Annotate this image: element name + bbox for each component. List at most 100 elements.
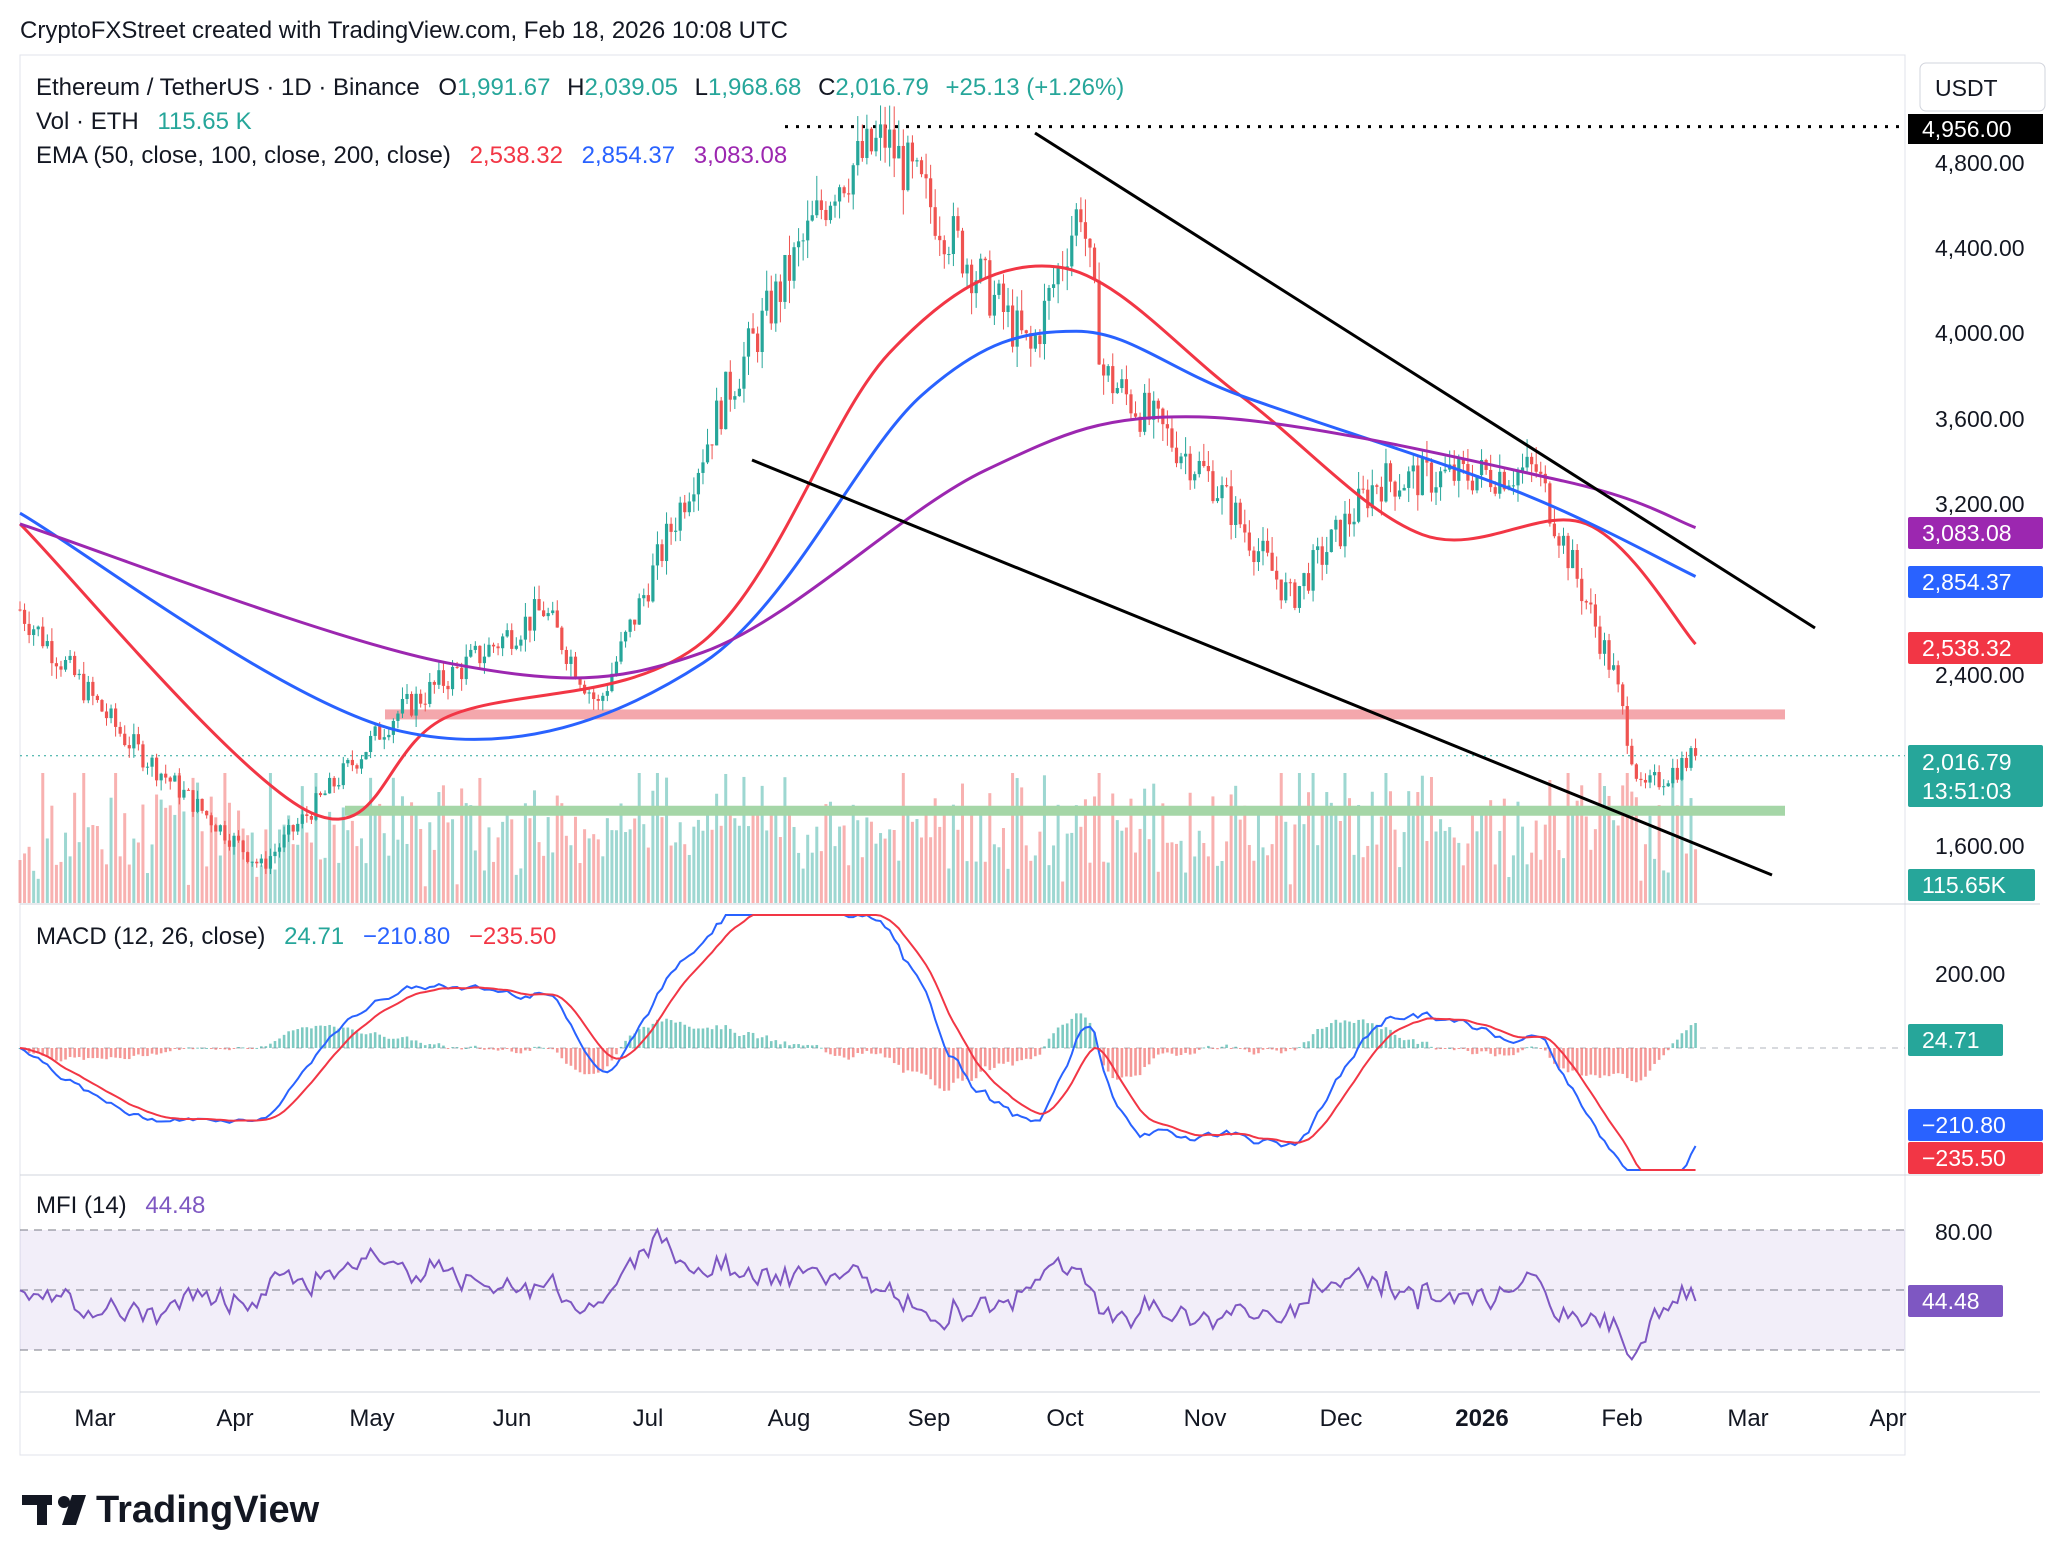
change-value: +25.13 (+1.26%) — [946, 74, 1125, 101]
volume-bar — [687, 854, 691, 903]
candle-body — [355, 765, 359, 769]
candle-body — [1648, 775, 1652, 783]
volume-bar — [1256, 812, 1260, 903]
volume-bar — [983, 861, 987, 903]
macd-histogram-bar — [1639, 1048, 1643, 1081]
volume-bar — [669, 845, 673, 903]
volume-bar — [127, 864, 131, 903]
volume-bar — [965, 861, 969, 903]
tradingview-logo[interactable]: TradingView — [22, 1489, 320, 1531]
macd-histogram-bar — [756, 1038, 759, 1048]
volume-bar — [1052, 845, 1056, 903]
volume-bar — [915, 819, 919, 903]
volume-bar — [1452, 837, 1456, 903]
volume-bar — [464, 803, 468, 903]
candle-body — [947, 254, 951, 256]
macd-histogram-bar — [510, 1048, 514, 1052]
volume-bar — [883, 838, 887, 903]
candle-body — [1416, 465, 1420, 496]
support-zone — [345, 805, 1785, 816]
mfi-badge — [1908, 1285, 2003, 1317]
macd-histogram-bar — [669, 1020, 673, 1048]
macd-histogram-bar — [1170, 1048, 1174, 1054]
macd-histogram-bar — [132, 1048, 136, 1056]
volume-bar — [783, 777, 787, 903]
candle-body — [1238, 502, 1242, 525]
candle-body — [182, 789, 186, 798]
macd-histogram-bar — [674, 1022, 677, 1048]
macd-histogram-bar — [920, 1048, 923, 1074]
candle-body — [1079, 209, 1083, 223]
candle-body — [32, 629, 36, 636]
volume-bar — [637, 773, 641, 903]
volume-bar — [655, 773, 659, 903]
volume-bar — [300, 786, 304, 903]
currency-label[interactable]: USDT — [1935, 75, 1998, 101]
macd-histogram-bar — [983, 1048, 987, 1067]
volume-bar — [633, 818, 637, 903]
volume-bar — [159, 799, 163, 903]
candle-body — [409, 693, 414, 716]
macd-histogram-bar — [929, 1048, 932, 1080]
price-tick: 4,000.00 — [1935, 320, 2025, 346]
ema100-value: 2,854.37 — [582, 142, 675, 169]
volume-bar — [419, 828, 423, 903]
volume-bar — [624, 832, 628, 903]
open-label: O — [438, 74, 457, 101]
macd-histogram-bar — [524, 1048, 527, 1051]
volume-bar — [168, 805, 172, 903]
macd-histogram-bar — [1525, 1047, 1529, 1049]
volume-bar — [82, 773, 86, 903]
macd-histogram-bar — [610, 1048, 614, 1061]
volume-bar — [1343, 773, 1347, 903]
macd-histogram-bar — [196, 1047, 199, 1049]
price-tick: 3,600.00 — [1935, 406, 2025, 432]
macd-histogram-bar — [364, 1034, 368, 1048]
candle-body — [1252, 550, 1256, 563]
low-value: 1,968.68 — [708, 74, 801, 101]
volume-bar — [1229, 794, 1233, 903]
volume-bar — [1120, 830, 1124, 903]
volume-bar — [860, 857, 864, 903]
ema100-badge-text: 2,854.37 — [1922, 569, 2012, 595]
volume-bar — [1653, 858, 1657, 903]
high-value: 2,039.05 — [585, 74, 678, 101]
macd-histogram-bar — [127, 1048, 131, 1060]
candle-body — [1352, 521, 1356, 525]
volume-bar — [610, 830, 614, 903]
macd-histogram-bar — [792, 1044, 796, 1048]
macd-histogram-bar — [332, 1026, 336, 1048]
volume-bar — [45, 838, 49, 903]
macd-value: −210.80 — [363, 923, 450, 950]
candle-body — [614, 661, 619, 674]
candle-body — [1343, 513, 1347, 547]
candle-body — [1243, 524, 1247, 533]
volume-bar — [100, 849, 104, 903]
volume-bar — [1056, 804, 1060, 903]
candle-body — [123, 733, 127, 746]
macd-histogram-bar — [952, 1048, 955, 1083]
macd-histogram-bar — [806, 1044, 809, 1048]
volume-bar — [1038, 831, 1042, 903]
time-label: Oct — [1046, 1405, 1084, 1432]
volume-bar — [865, 817, 869, 903]
candle-body — [778, 281, 782, 302]
candle-body — [368, 735, 373, 753]
currency-button[interactable] — [1919, 62, 2046, 112]
candle-body — [1074, 209, 1078, 236]
volume-bar — [678, 822, 682, 903]
macd-histogram-bar — [1052, 1033, 1055, 1048]
macd-histogram-bar — [1238, 1048, 1242, 1049]
volume-bar — [1425, 841, 1429, 903]
volume-bar — [1006, 868, 1010, 903]
volume-bar — [1316, 845, 1320, 903]
macd-histogram-bar — [897, 1048, 901, 1065]
candle-body — [1120, 379, 1124, 389]
volume-bar — [259, 865, 263, 903]
candle-body — [441, 670, 446, 686]
volume-bar — [696, 819, 700, 903]
macd-histogram-bar — [1653, 1048, 1656, 1064]
macd-histogram-bar — [1020, 1048, 1023, 1061]
ema-label: EMA (50, close, 100, close, 200, close) — [36, 142, 451, 169]
